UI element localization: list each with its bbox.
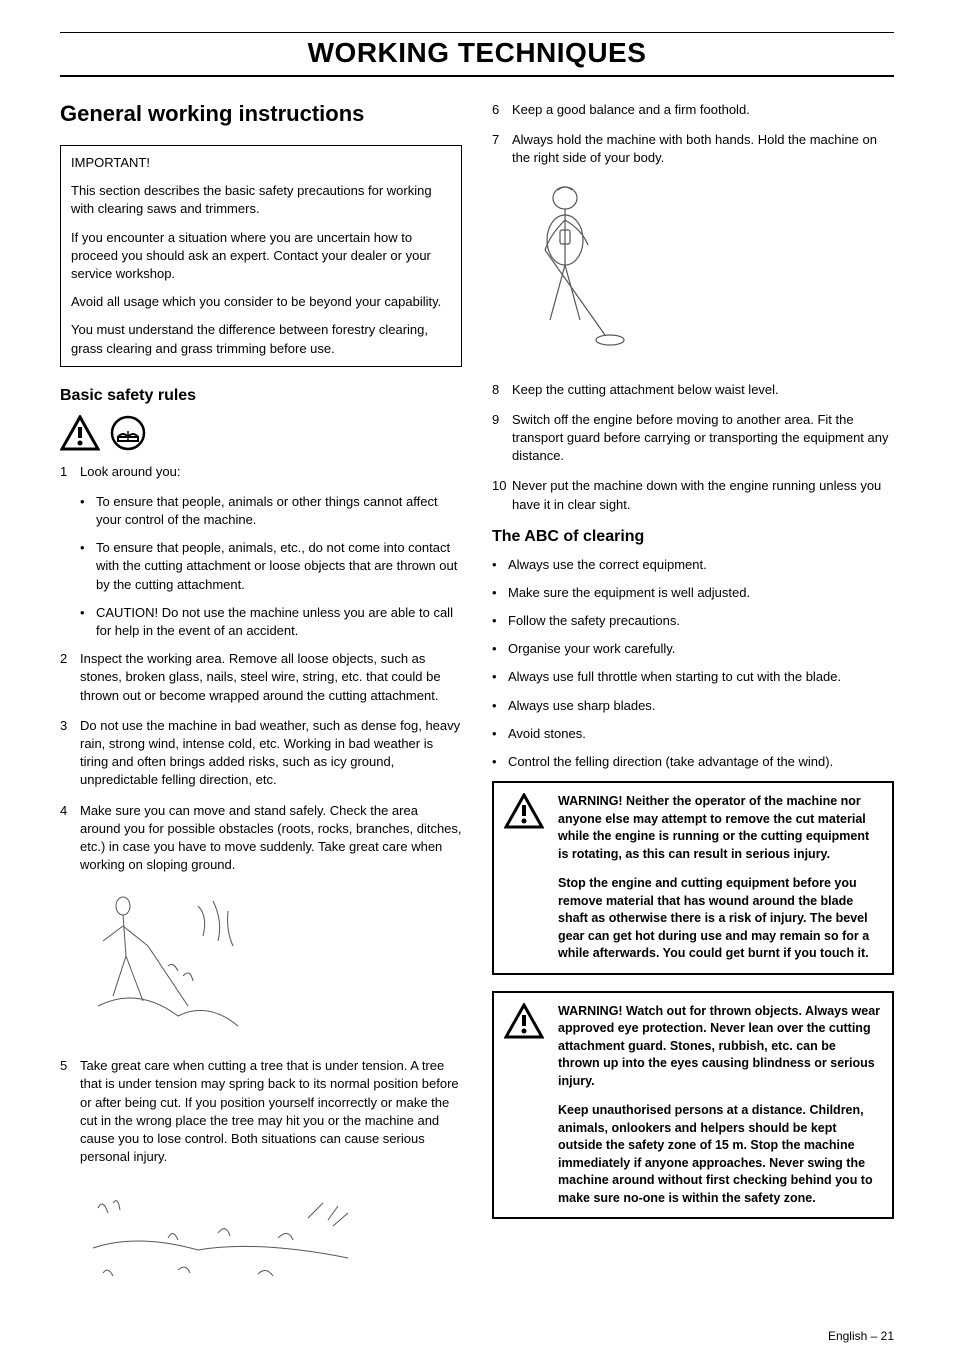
- item-text: Do not use the machine in bad weather, s…: [80, 717, 462, 790]
- warning1-p2: Stop the engine and cutting equipment be…: [558, 875, 880, 963]
- bullet-item: Organise your work carefully.: [492, 640, 894, 658]
- bullet-item: Always use the correct equipment.: [492, 556, 894, 574]
- important-p2: If you encounter a situation where you a…: [71, 229, 451, 284]
- abc-bullets: Always use the correct equipment. Make s…: [492, 556, 894, 772]
- item-number: 5: [60, 1057, 80, 1166]
- warning-text: WARNING! Watch out for thrown objects. A…: [558, 1003, 880, 1208]
- item-text: Never put the machine down with the engi…: [512, 477, 894, 513]
- list-item: 7 Always hold the machine with both hand…: [492, 131, 894, 167]
- illustration-working-slope: [78, 886, 462, 1041]
- list-item: 9 Switch off the engine before moving to…: [492, 411, 894, 466]
- item-text: Take great care when cutting a tree that…: [80, 1057, 462, 1166]
- warning-box-2: WARNING! Watch out for thrown objects. A…: [492, 991, 894, 1220]
- item-text: Make sure you can move and stand safely.…: [80, 802, 462, 875]
- warning-triangle-icon: [504, 1003, 544, 1208]
- list-item: 2 Inspect the working area. Remove all l…: [60, 650, 462, 705]
- item-number: 9: [492, 411, 512, 466]
- bullet-item: To ensure that people, animals, etc., do…: [80, 539, 462, 594]
- safety-list-1: 1 Look around you:: [60, 463, 462, 481]
- list-item: 1 Look around you:: [60, 463, 462, 481]
- item-number: 1: [60, 463, 80, 481]
- right-list-top: 6 Keep a good balance and a firm foothol…: [492, 101, 894, 168]
- safety-list-3: 5 Take great care when cutting a tree th…: [60, 1057, 462, 1166]
- basic-safety-heading: Basic safety rules: [60, 387, 462, 405]
- bullet-item: Follow the safety precautions.: [492, 612, 894, 630]
- item-number: 3: [60, 717, 80, 790]
- bullet-item: To ensure that people, animals or other …: [80, 493, 462, 529]
- item-number: 6: [492, 101, 512, 119]
- bullet-item: Control the felling direction (take adva…: [492, 753, 894, 771]
- page-title: WORKING TECHNIQUES: [60, 32, 894, 77]
- illustration-tension-tree: [78, 1178, 462, 1293]
- warning-box-1: WARNING! Neither the operator of the mac…: [492, 781, 894, 975]
- warning-triangle-icon: [60, 415, 100, 451]
- item-number: 10: [492, 477, 512, 513]
- warning-text: WARNING! Neither the operator of the mac…: [558, 793, 880, 963]
- bullet-item: Make sure the equipment is well adjusted…: [492, 584, 894, 602]
- bullet-item: Avoid stones.: [492, 725, 894, 743]
- bullet-item: Always use sharp blades.: [492, 697, 894, 715]
- important-p3: Avoid all usage which you consider to be…: [71, 293, 451, 311]
- footer-dash: –: [867, 1329, 880, 1343]
- bullet-item: Always use full throttle when starting t…: [492, 668, 894, 686]
- read-manual-icon: [108, 415, 148, 451]
- list-item: 5 Take great care when cutting a tree th…: [60, 1057, 462, 1166]
- right-list-bottom: 8 Keep the cutting attachment below wais…: [492, 381, 894, 514]
- item-number: 2: [60, 650, 80, 705]
- safety-icon-row: [60, 415, 462, 451]
- warning2-p2: Keep unauthorised persons at a distance.…: [558, 1102, 880, 1207]
- item-number: 7: [492, 131, 512, 167]
- item-number: 4: [60, 802, 80, 875]
- footer-page-number: 21: [881, 1329, 894, 1343]
- item-text: Switch off the engine before moving to a…: [512, 411, 894, 466]
- bullet-item: CAUTION! Do not use the machine unless y…: [80, 604, 462, 640]
- list-item: 4 Make sure you can move and stand safel…: [60, 802, 462, 875]
- list-item: 10 Never put the machine down with the e…: [492, 477, 894, 513]
- warning-triangle-icon: [504, 793, 544, 963]
- two-column-layout: General working instructions IMPORTANT! …: [60, 101, 894, 1309]
- warning2-p1: WARNING! Watch out for thrown objects. A…: [558, 1003, 880, 1091]
- safety-bullets: To ensure that people, animals or other …: [80, 493, 462, 640]
- item-text: Keep the cutting attachment below waist …: [512, 381, 894, 399]
- safety-list-2: 2 Inspect the working area. Remove all l…: [60, 650, 462, 874]
- important-p1: This section describes the basic safety …: [71, 182, 451, 218]
- abc-heading: The ABC of clearing: [492, 528, 894, 546]
- section-heading-general: General working instructions: [60, 101, 462, 127]
- important-title: IMPORTANT!: [71, 154, 451, 172]
- illustration-operator-stance: [510, 180, 894, 365]
- important-box: IMPORTANT! This section describes the ba…: [60, 145, 462, 367]
- item-text: Always hold the machine with both hands.…: [512, 131, 894, 167]
- list-item: 8 Keep the cutting attachment below wais…: [492, 381, 894, 399]
- important-p4: You must understand the difference betwe…: [71, 321, 451, 357]
- item-text: Keep a good balance and a firm foothold.: [512, 101, 894, 119]
- item-number: 8: [492, 381, 512, 399]
- right-column: 6 Keep a good balance and a firm foothol…: [492, 101, 894, 1309]
- left-column: General working instructions IMPORTANT! …: [60, 101, 462, 1309]
- list-item: 3 Do not use the machine in bad weather,…: [60, 717, 462, 790]
- footer-language: English: [828, 1329, 867, 1343]
- page-footer: English – 21: [60, 1329, 894, 1343]
- warning1-p1: WARNING! Neither the operator of the mac…: [558, 793, 880, 863]
- item-text: Inspect the working area. Remove all loo…: [80, 650, 462, 705]
- item-text: Look around you:: [80, 463, 462, 481]
- list-item: 6 Keep a good balance and a firm foothol…: [492, 101, 894, 119]
